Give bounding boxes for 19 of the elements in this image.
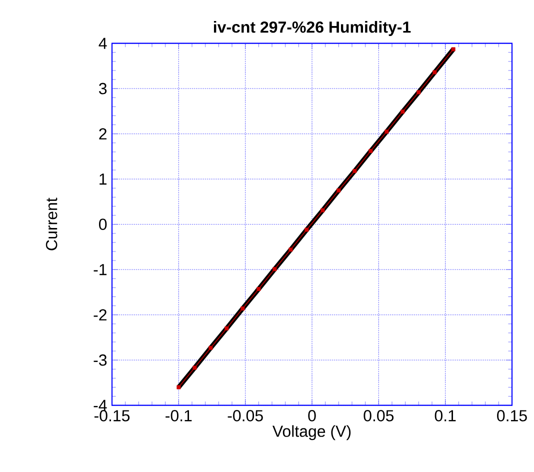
y-tick-label: 1 bbox=[100, 174, 107, 185]
x-tick-label: 0.05 bbox=[364, 410, 394, 422]
x-tick-label: -0.1 bbox=[166, 410, 192, 422]
x-tick-label: -0.05 bbox=[228, 410, 263, 422]
y-tick-label: 4 bbox=[98, 38, 107, 49]
y-tick-label: -2 bbox=[94, 309, 106, 320]
x-tick-label: 0.1 bbox=[434, 410, 456, 422]
y-axis-title: Current bbox=[46, 198, 58, 250]
y-tick-label: -1 bbox=[94, 264, 107, 276]
chart-title: iv-cnt 297-%26 Humidity-1 bbox=[214, 21, 411, 36]
y-tick-label: 2 bbox=[99, 128, 106, 140]
y-tick-label: 0 bbox=[99, 218, 107, 230]
x-tick-label: 0 bbox=[308, 410, 316, 422]
y-tick-label: 3 bbox=[99, 82, 107, 94]
x-tick-label: 0.15 bbox=[497, 410, 527, 422]
x-tick-label: -0.15 bbox=[94, 410, 130, 422]
x-axis-title: Voltage (V) bbox=[272, 425, 351, 440]
y-tick-label: -3 bbox=[94, 354, 107, 366]
y-tick-label: -4 bbox=[94, 400, 107, 411]
